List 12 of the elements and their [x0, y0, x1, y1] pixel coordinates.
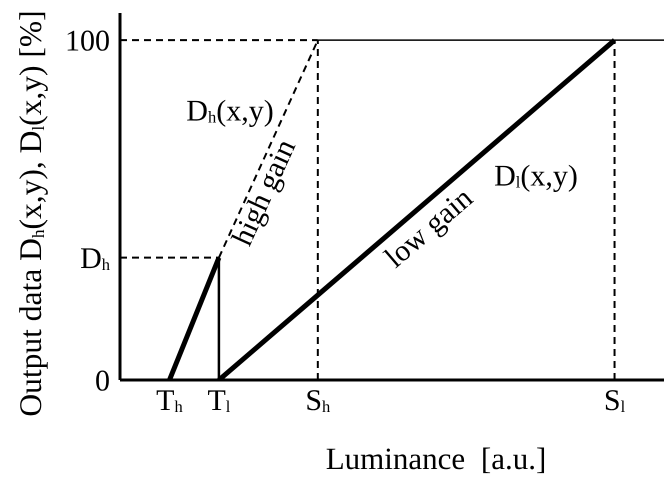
annotation: D$_{h}$(x,y) — [186, 94, 274, 128]
x-tick-label: T$_{l}$ — [207, 384, 231, 417]
x-axis-title: Luminance [a.u.] — [326, 441, 546, 476]
x-tick-label: S$_{l}$ — [604, 384, 626, 417]
annotation: D$_{l}$(x,y) — [494, 160, 578, 192]
y-tick-label: 100 — [65, 24, 110, 58]
x-tick-label: S$_{h}$ — [305, 384, 332, 417]
annotation: high gain — [226, 134, 302, 250]
x-tick-label: T$_{h}$ — [156, 384, 184, 417]
y-tick-label: 0 — [95, 364, 110, 398]
y-tick-label: D$_{h}$ — [80, 242, 111, 276]
annotation: low gain — [378, 181, 479, 274]
